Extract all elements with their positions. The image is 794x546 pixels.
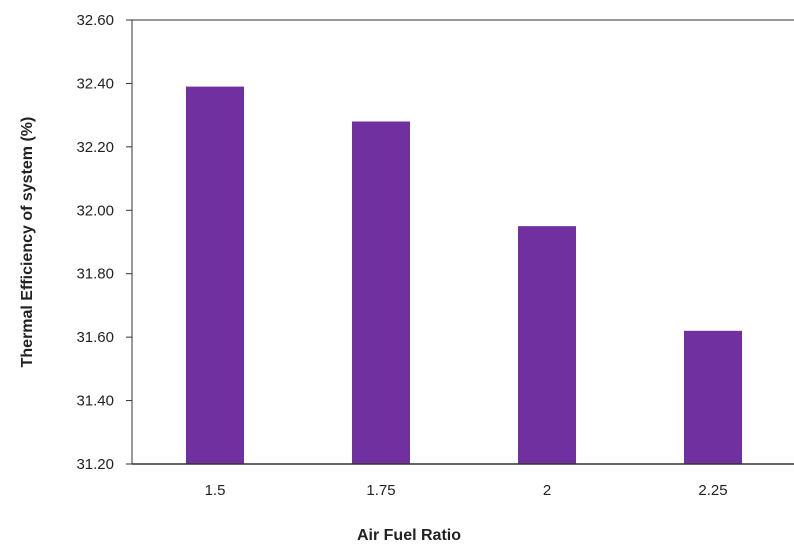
bars: [186, 86, 742, 464]
y-tick-label: 31.40: [76, 393, 114, 410]
bar-2-25: [684, 330, 742, 464]
x-tick-label: 1.5: [205, 482, 226, 499]
x-axis-title: Air Fuel Ratio: [357, 527, 461, 544]
y-tick-label: 32.40: [76, 75, 114, 92]
y-tick-label: 31.80: [76, 266, 114, 283]
y-tick-label: 32.20: [76, 139, 114, 156]
x-tick-label: 2: [543, 482, 551, 499]
x-tick-label: 2.25: [698, 482, 727, 499]
bar-1-5: [186, 86, 244, 464]
y-tick-label: 32.00: [76, 202, 114, 219]
y-tick-label: 31.20: [76, 456, 114, 473]
y-axis-ticks: 31.20 31.40 31.60 31.80 32.00 32.20 32.40 32.60: [76, 12, 132, 473]
bar-1-75: [352, 121, 410, 464]
bar-2: [518, 226, 576, 464]
y-axis-title: Thermal Efficiency of system (%): [19, 117, 36, 368]
x-tick-label: 1.75: [366, 482, 395, 499]
x-axis-ticks: 1.5 1.75 2 2.25: [205, 482, 728, 499]
y-tick-label: 31.60: [76, 329, 114, 346]
y-tick-label: 32.60: [76, 12, 114, 29]
